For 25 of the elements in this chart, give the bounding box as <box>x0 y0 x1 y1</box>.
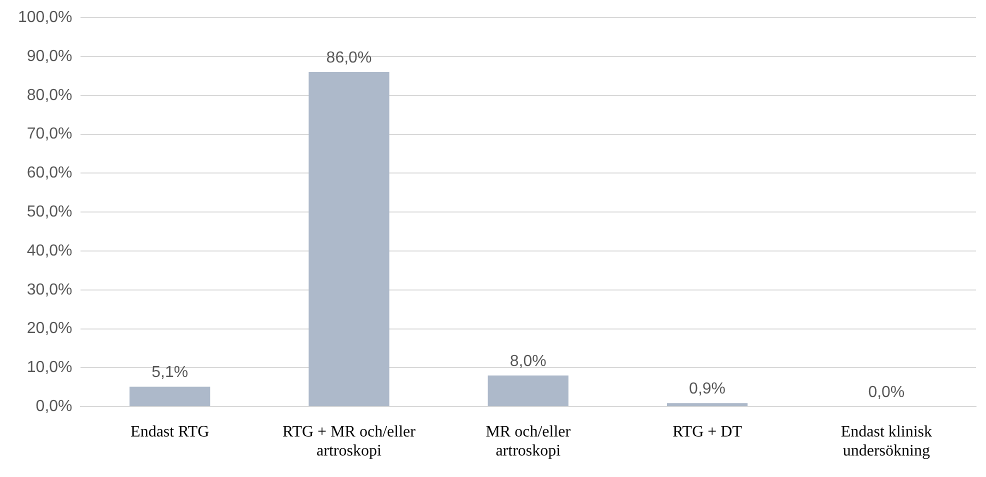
data-label: 86,0% <box>326 49 372 66</box>
y-tick-label: 40,0% <box>26 242 72 260</box>
y-tick-label: 10,0% <box>26 359 72 376</box>
data-label: 0,9% <box>689 380 726 398</box>
y-tick-label: 100,0% <box>18 9 72 26</box>
x-tick-label: RTG + DT <box>672 423 742 440</box>
bar <box>130 386 210 406</box>
y-tick-label: 30,0% <box>26 281 72 298</box>
data-label: 5,1% <box>152 364 188 382</box>
y-tick-label: 70,0% <box>26 126 72 143</box>
x-tick-label: MR och/eller artroskopi <box>486 423 572 460</box>
y-tick-label: 60,0% <box>26 164 72 182</box>
y-tick-label: 80,0% <box>26 86 72 104</box>
x-tick-label: Endast klinisk undersökning <box>840 423 932 460</box>
data-label: 8,0% <box>510 352 546 370</box>
y-tick-label: 20,0% <box>26 320 72 338</box>
y-tick-label: 0,0% <box>36 398 72 416</box>
x-tick-label: Endast RTG <box>130 423 210 440</box>
data-label: 0,0% <box>868 384 905 402</box>
bar <box>488 375 568 406</box>
y-tick-label: 50,0% <box>26 204 72 221</box>
bar <box>666 403 748 406</box>
x-tick-label: RTG + MR och/eller artroskopi <box>282 423 416 460</box>
y-tick-label: 90,0% <box>26 48 72 65</box>
bar <box>308 72 390 406</box>
